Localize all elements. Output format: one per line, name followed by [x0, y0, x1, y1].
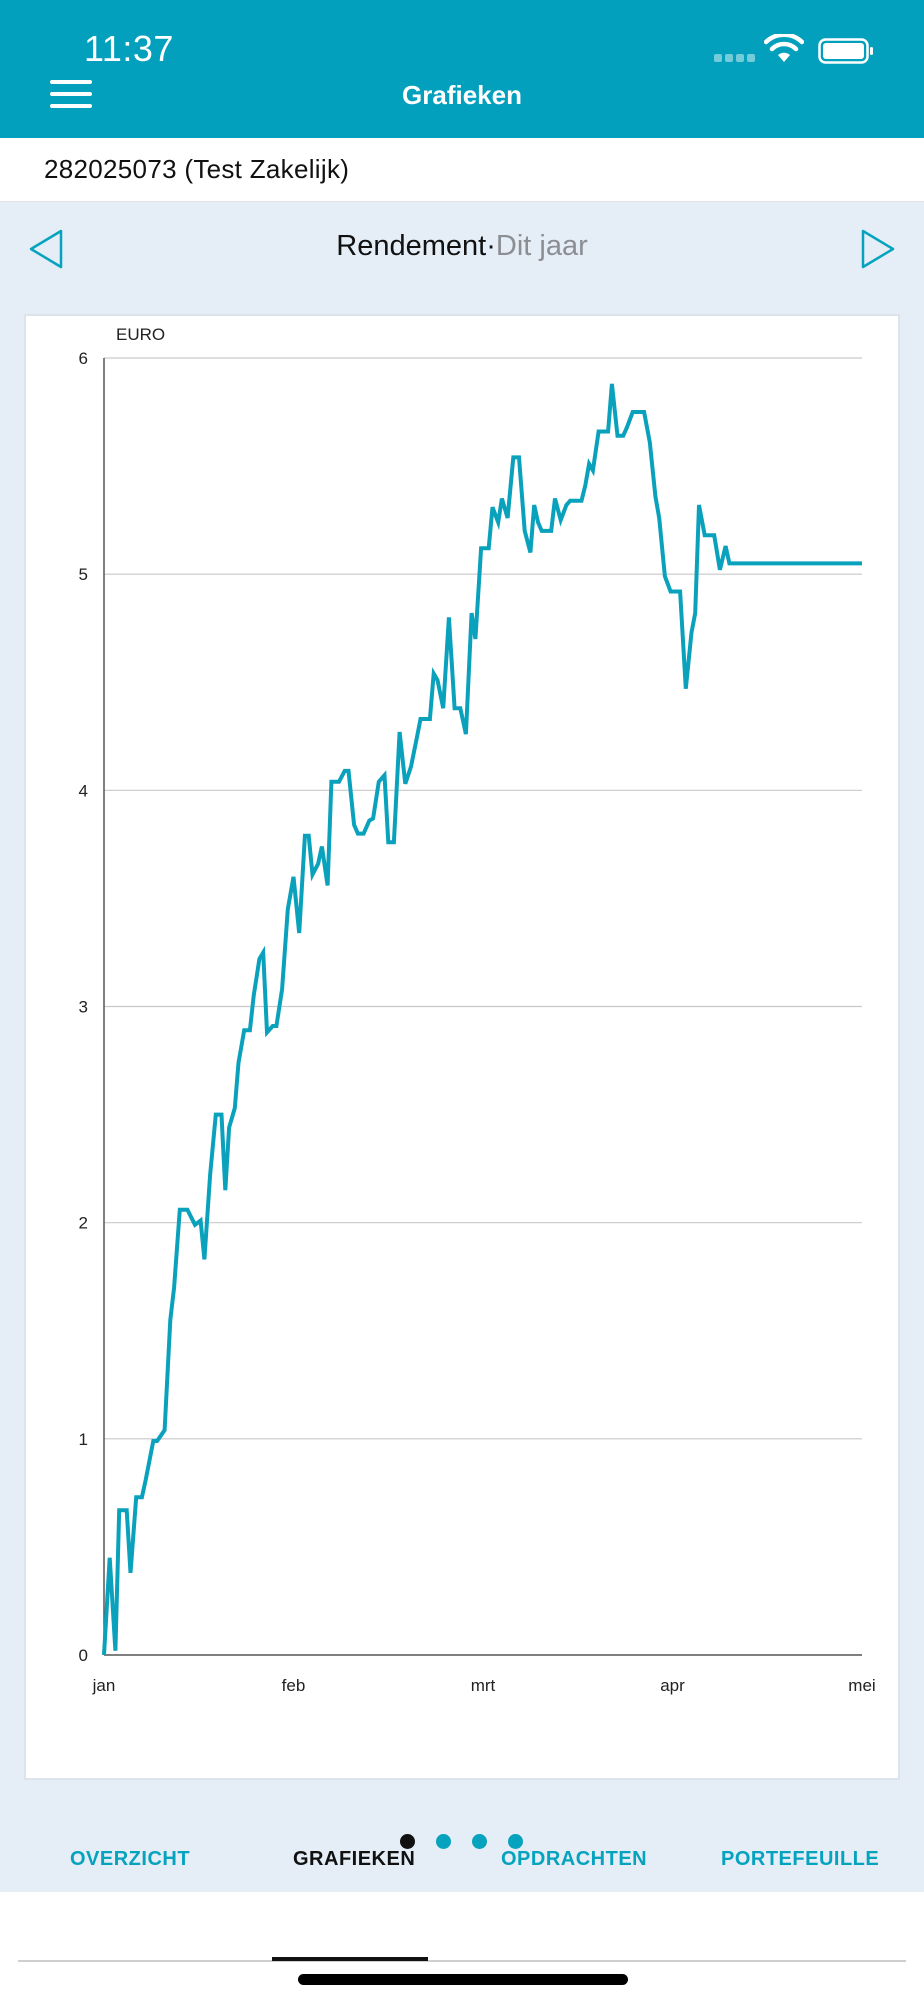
chart-card: 0 1 2 3 4 5 6 EURO jan feb mrt apr mei [24, 314, 900, 1780]
chart-title-separator: · [486, 230, 496, 262]
battery-icon [818, 38, 873, 64]
chart-title: Rendement [336, 230, 487, 262]
home-indicator [298, 1974, 628, 1985]
wifi-icon [764, 34, 804, 62]
y-tick-label: 3 [79, 998, 88, 1017]
active-tab-indicator [272, 1957, 428, 1961]
page-title: Grafieken [402, 80, 522, 110]
x-tick-label: jan [92, 1676, 116, 1695]
triangle-right-icon[interactable] [860, 228, 896, 270]
x-tick-label: mrt [471, 1676, 496, 1695]
chart-period: Dit jaar [495, 230, 588, 262]
page-indicator [400, 1834, 530, 1850]
tab-opdrachten[interactable]: OPDRACHTEN [501, 1848, 648, 1870]
y-tick-label: 1 [79, 1430, 88, 1449]
y-tick-label: 6 [79, 349, 88, 368]
status-time: 11:37 [84, 28, 174, 69]
chart-heading: Rendement·Dit jaar [0, 230, 924, 263]
y-tick-label: 4 [79, 781, 88, 800]
x-tick-label: feb [282, 1676, 306, 1695]
app-header: 11:37 Grafieken [0, 0, 924, 138]
page-dot [400, 1834, 415, 1849]
page-dot [436, 1834, 451, 1849]
divider [18, 1960, 906, 1962]
tab-portefeuille[interactable]: PORTEFEUILLE [721, 1848, 880, 1870]
series-line [102, 383, 862, 1656]
line-chart: 0 1 2 3 4 5 6 EURO jan feb mrt apr mei [79, 325, 876, 1695]
cellular-signal-icon [714, 54, 756, 64]
account-label: 282025073 (Test Zakelijk) [44, 154, 350, 184]
bottom-area [0, 1892, 924, 2000]
chart-panel: Rendement·Dit jaar 0 1 2 3 4 5 6 EURO jan feb mrt a… [0, 202, 924, 1892]
x-tick-label: mei [848, 1676, 875, 1695]
x-tick-label: apr [660, 1676, 685, 1695]
page-dot [472, 1834, 487, 1849]
y-tick-label: 5 [79, 565, 88, 584]
triangle-left-icon[interactable] [28, 228, 64, 270]
tab-bar: OVERZICHT GRAFIEKEN OPDRACHTEN PORTEFEUI… [0, 1816, 924, 1892]
hamburger-menu-icon[interactable] [50, 80, 92, 108]
y-tick-label: 0 [79, 1646, 88, 1665]
y-tick-label: 2 [79, 1214, 88, 1233]
tab-grafieken[interactable]: GRAFIEKEN [293, 1848, 416, 1870]
account-selector[interactable]: 282025073 (Test Zakelijk) [0, 138, 924, 202]
y-axis-label: EURO [116, 325, 165, 344]
page-dot [508, 1834, 523, 1849]
tab-overzicht[interactable]: OVERZICHT [70, 1848, 191, 1870]
